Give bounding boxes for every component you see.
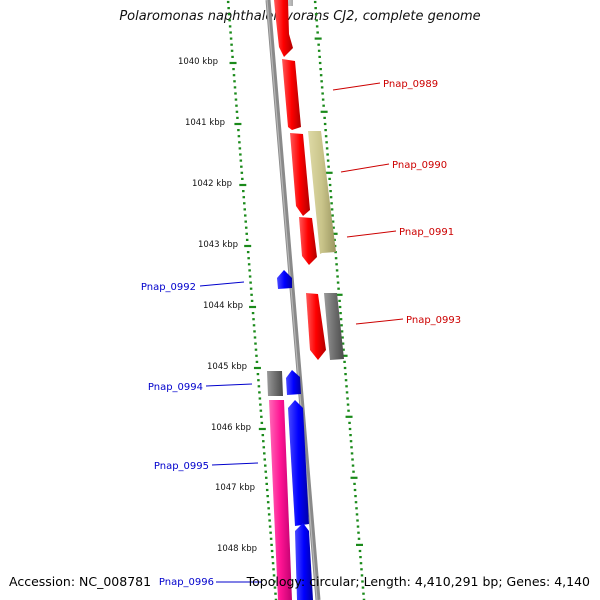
gene-pnap-0991-upper[interactable] — [290, 133, 310, 216]
gene-label[interactable]: Pnap_0990 — [392, 160, 447, 171]
scale-labels: 1040 kbp 1041 kbp 1042 kbp 1043 kbp 1044 kbp… — [178, 57, 257, 554]
gene-label[interactable]: Pnap_0992 — [141, 282, 196, 293]
gene-feature-top[interactable] — [274, 0, 293, 57]
scale-label: 1041 kbp — [185, 118, 225, 128]
leader-line — [199, 281, 245, 287]
gene-pnap-0996-blue[interactable] — [295, 523, 313, 600]
scale-label: 1043 kbp — [198, 240, 238, 250]
map-title: Polaromonas naphthalenivorans CJ2, compl… — [119, 9, 481, 24]
gene-pnap-0994-blue[interactable] — [286, 370, 301, 395]
scale-label: 1042 kbp — [192, 179, 232, 189]
leader-line — [346, 230, 397, 238]
leader-line — [211, 462, 259, 466]
scale-label: 1048 kbp — [217, 544, 257, 554]
label-leader-lines — [199, 82, 404, 583]
gene-pnap-0995-pink[interactable] — [269, 400, 292, 600]
leader-line — [205, 383, 253, 387]
scale-label: 1047 kbp — [215, 483, 255, 493]
gene-label[interactable]: Pnap_0989 — [383, 79, 438, 90]
gene-label[interactable]: Pnap_0991 — [399, 227, 454, 238]
leader-line — [355, 318, 404, 325]
gene-label[interactable]: Pnap_0993 — [406, 315, 461, 326]
leader-line — [340, 163, 390, 173]
scale-label: 1045 kbp — [207, 362, 247, 372]
gene-track — [267, 0, 344, 600]
accession-text: Accession: NC_008781 — [9, 574, 152, 589]
leader-line — [332, 82, 381, 91]
scale-label: 1040 kbp — [178, 57, 218, 67]
gene-labels: Pnap_0989 Pnap_0990 Pnap_0991 Pnap_0992 Pnap… — [141, 79, 461, 588]
gene-label[interactable]: Pnap_0996 — [159, 577, 214, 588]
gene-pnap-0991-lower[interactable] — [299, 217, 317, 265]
genome-summary-text: Topology: circular; Length: 4,410,291 bp… — [246, 574, 590, 589]
gene-label[interactable]: Pnap_0994 — [148, 382, 203, 393]
gene-pnap-0993-gray[interactable] — [324, 293, 344, 360]
gene-pnap-0990[interactable] — [308, 131, 336, 254]
gene-pnap-0994-gray[interactable] — [267, 371, 283, 396]
gene-label[interactable]: Pnap_0995 — [154, 461, 209, 472]
gene-pnap-0992[interactable] — [277, 270, 292, 289]
gene-pnap-0995-blue[interactable] — [288, 400, 309, 526]
gene-pnap-0993-red[interactable] — [306, 293, 326, 360]
genome-backbone — [265, 0, 321, 600]
gene-pnap-0989[interactable] — [282, 59, 301, 130]
scale-label: 1044 kbp — [203, 301, 243, 311]
scale-label: 1046 kbp — [211, 423, 251, 433]
genome-backbone-highlight — [266, 0, 318, 600]
